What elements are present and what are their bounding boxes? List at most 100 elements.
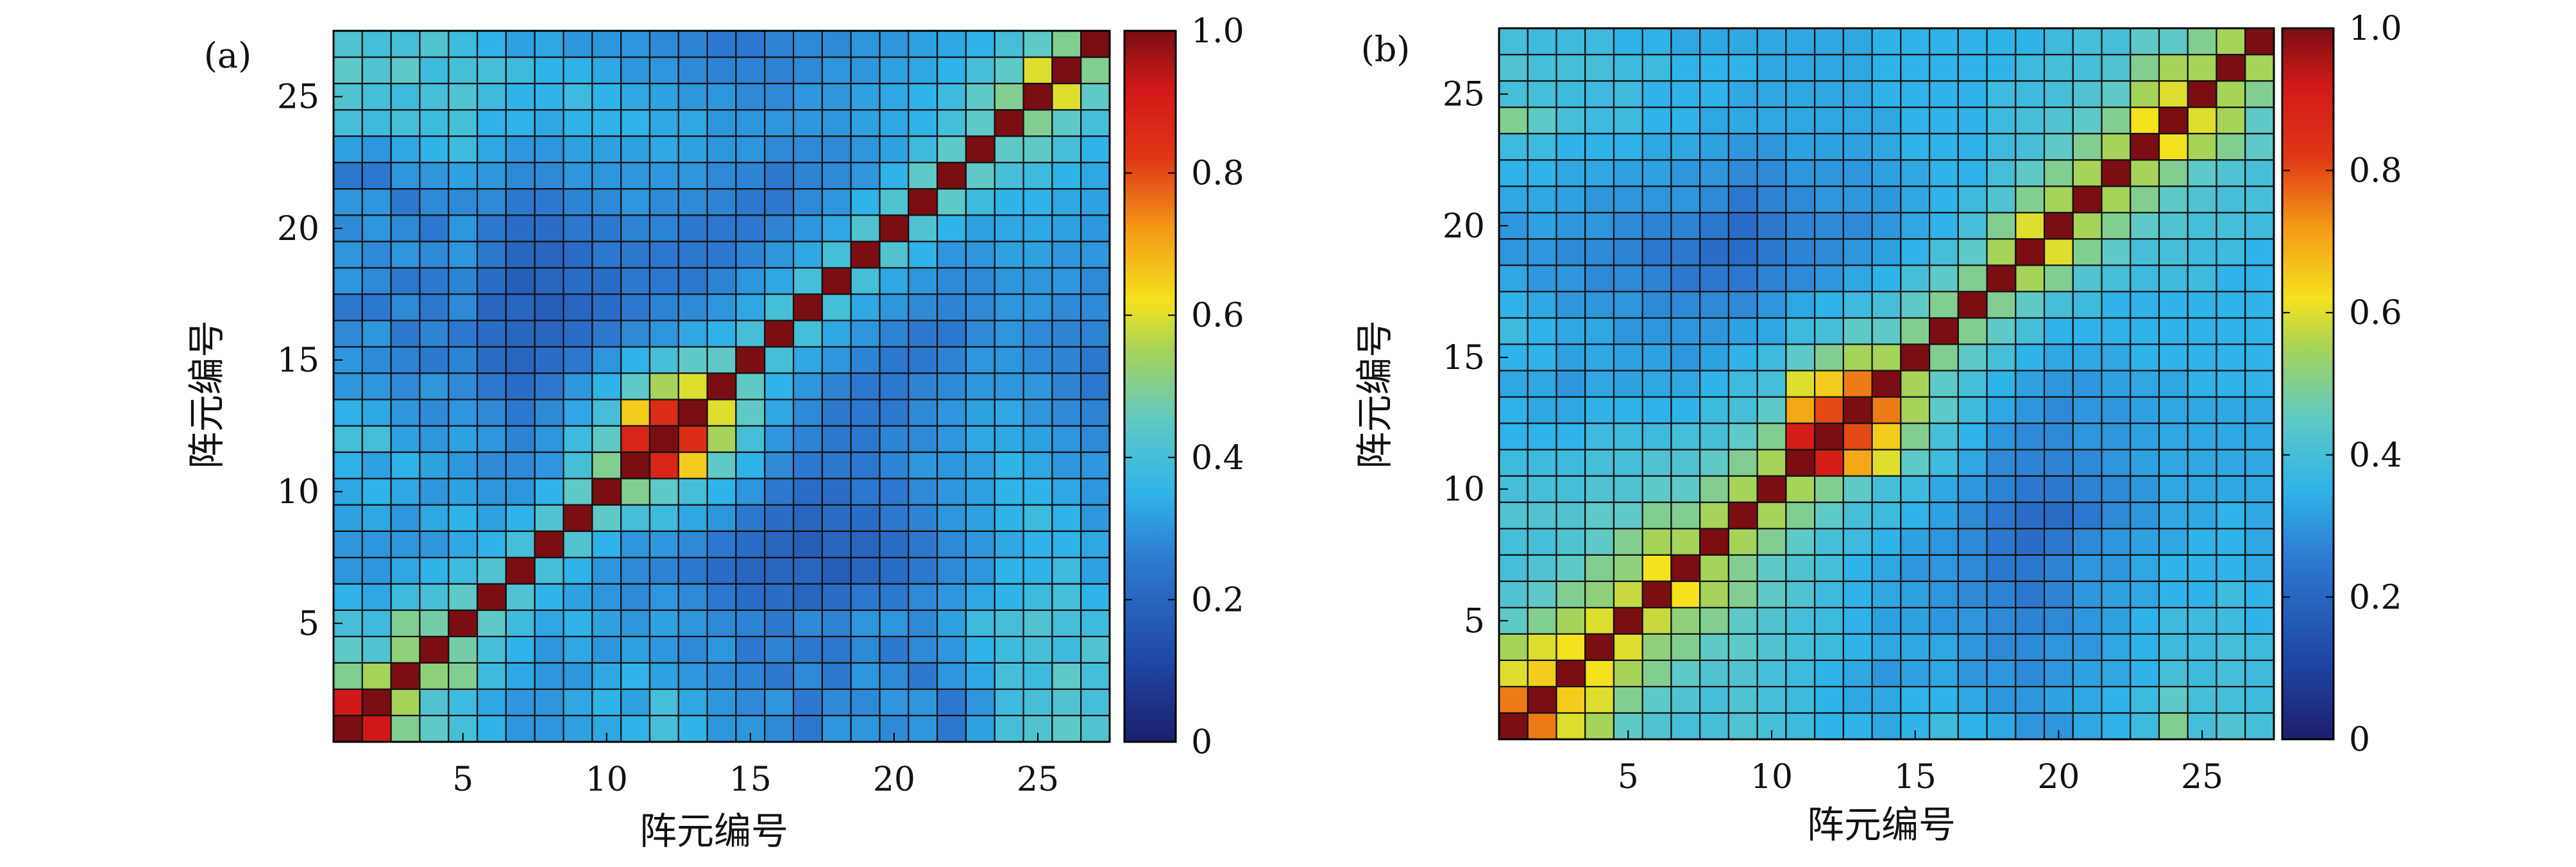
- heatmap-cell-a: [361, 320, 392, 348]
- heatmap-cell-b: [2216, 238, 2246, 266]
- heatmap-cell-b: [1957, 80, 1988, 108]
- heatmap-cell-b: [1670, 422, 1701, 451]
- heatmap-cell-b: [1613, 422, 1643, 451]
- heatmap-cell-b: [2072, 449, 2103, 477]
- heatmap-cell-b: [1957, 606, 1988, 635]
- heatmap-cell-a: [1051, 135, 1082, 164]
- heatmap-cell-b: [1641, 528, 1672, 556]
- heatmap-cell-a: [534, 372, 564, 400]
- heatmap-cell-b: [1957, 27, 1988, 56]
- heatmap-cell-b: [1957, 501, 1988, 529]
- heatmap-cell-b: [2043, 264, 2074, 293]
- heatmap-cell-a: [419, 214, 450, 243]
- heatmap-cell-a: [563, 662, 593, 691]
- heatmap-cell-a: [332, 425, 363, 453]
- heatmap-cell-b: [1986, 449, 2017, 477]
- heatmap-cell-b: [2101, 343, 2131, 372]
- heatmap-cell-b: [1929, 528, 1959, 556]
- heatmap-cell-b: [1756, 133, 1787, 161]
- heatmap-cell-b: [1584, 685, 1615, 714]
- heatmap-cell-b: [2158, 212, 2189, 240]
- heatmap-cell-b: [1842, 422, 1873, 451]
- heatmap-cell-a: [648, 504, 679, 532]
- heatmap-cell-a: [361, 188, 392, 216]
- heatmap-cell-a: [476, 530, 507, 558]
- heatmap-cell-a: [821, 135, 852, 164]
- heatmap-cell-b: [1842, 185, 1873, 214]
- heatmap-cell-a: [764, 346, 795, 374]
- heatmap-cell-a: [994, 346, 1024, 374]
- heatmap-cell-b: [1699, 580, 1730, 608]
- heatmap-cell-b: [2101, 606, 2131, 635]
- heatmap-cell-a: [850, 425, 881, 453]
- heatmap-cell-b: [2187, 396, 2217, 424]
- heatmap-cell-a: [735, 635, 766, 664]
- heatmap-cell-b: [1641, 80, 1672, 108]
- heatmap-cell-b: [1785, 422, 1816, 451]
- heatmap-cell-b: [1756, 501, 1787, 529]
- heatmap-cell-a: [936, 425, 967, 453]
- heatmap-cell-a: [706, 267, 737, 295]
- heatmap-cell-b: [1555, 580, 1586, 608]
- heatmap-cell-b: [2130, 107, 2160, 135]
- heatmap-cell-b: [1613, 685, 1643, 714]
- heatmap-cell-b: [1814, 580, 1844, 608]
- heatmap-cell-b: [2187, 501, 2217, 529]
- heatmap-cell-a: [620, 267, 651, 295]
- heatmap-cell-a: [1051, 346, 1082, 374]
- heatmap-cell-b: [1584, 580, 1615, 608]
- heatmap-cell-a: [476, 346, 507, 374]
- heatmap-cell-a: [563, 556, 593, 585]
- heatmap-cell-a: [821, 320, 852, 348]
- heatmap-cell-a: [534, 30, 564, 58]
- heatmap-cell-a: [706, 214, 737, 243]
- heatmap-cell-b: [1555, 528, 1586, 556]
- heatmap-cell-b: [2187, 27, 2217, 56]
- x-tick-label-a: 15: [729, 760, 772, 799]
- heatmap-cell-b: [1584, 159, 1615, 187]
- heatmap-cell-a: [591, 162, 622, 190]
- heatmap-cell-a: [965, 556, 996, 585]
- heatmap-cell-b: [1756, 343, 1787, 372]
- heatmap-cell-b: [2187, 238, 2217, 266]
- heatmap-cell-b: [1842, 27, 1873, 56]
- heatmap-cell-a: [1051, 451, 1082, 479]
- heatmap-cell-a: [1051, 662, 1082, 691]
- heatmap-cell-b: [2130, 528, 2160, 556]
- heatmap-cell-a: [534, 504, 564, 532]
- heatmap-cell-b: [2244, 685, 2275, 714]
- heatmap-cell-a: [1080, 346, 1111, 374]
- heatmap-cell-a: [620, 135, 651, 164]
- heatmap-cell-b: [2043, 370, 2074, 398]
- panel-a: (a) 5 10 15 20 25 5 10 15 20 25 阵元编号 阵元编号 0 0.2 0.…: [185, 12, 1244, 853]
- heatmap-cell-a: [850, 714, 881, 743]
- heatmap-cell-b: [1871, 422, 1902, 451]
- heatmap-cell-a: [390, 346, 421, 374]
- heatmap-cell-a: [936, 451, 967, 479]
- heatmap-cell-a: [936, 714, 967, 743]
- heatmap-cell-b: [1699, 53, 1730, 82]
- heatmap-cell-a: [792, 214, 823, 243]
- heatmap-cell-b: [1527, 475, 1557, 503]
- heatmap-cell-a: [1051, 267, 1082, 295]
- heatmap-cell-b: [1699, 475, 1730, 503]
- heatmap-cell-a: [994, 214, 1024, 243]
- heatmap-cell-b: [2244, 27, 2275, 56]
- heatmap-cell-a: [908, 241, 938, 269]
- heatmap-cell-a: [792, 688, 823, 717]
- heatmap-cell-b: [1527, 580, 1557, 608]
- heatmap-cell-a: [706, 635, 737, 664]
- heatmap-cell-b: [2130, 238, 2160, 266]
- heatmap-cell-a: [879, 241, 910, 269]
- heatmap-cell-b: [1727, 53, 1758, 82]
- heatmap-cell-a: [419, 714, 450, 743]
- heatmap-cell-b: [2043, 685, 2074, 714]
- heatmap-cell-b: [1641, 370, 1672, 398]
- heatmap-cell-a: [419, 109, 450, 137]
- colorbar-tick-label-b: 0.2: [2349, 578, 2402, 617]
- heatmap-cell-a: [476, 556, 507, 585]
- heatmap-cell-b: [1498, 580, 1529, 608]
- colorbar-tick-label-a: 0: [1191, 723, 1212, 762]
- heatmap-cell-b: [1613, 53, 1643, 82]
- colorbar-tick-label-b: 0: [2349, 721, 2370, 759]
